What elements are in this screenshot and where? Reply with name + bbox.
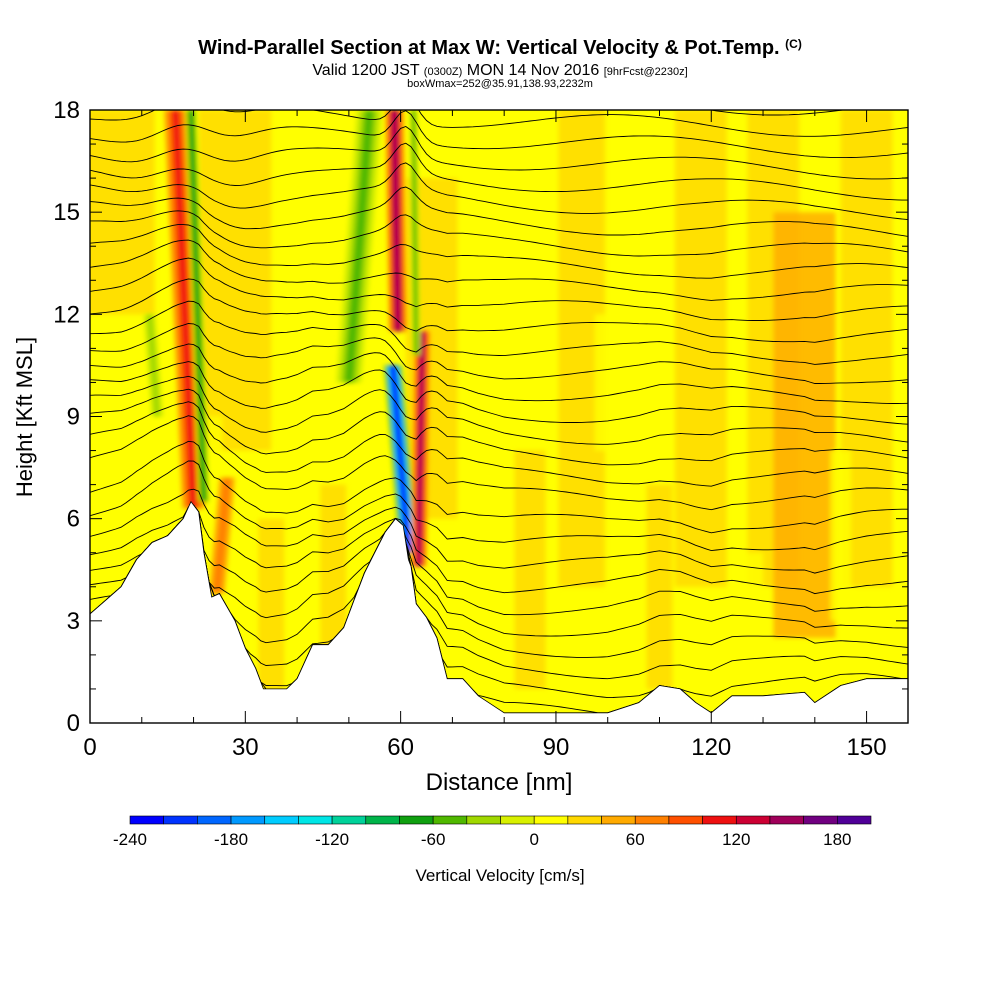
colorbar-label: Vertical Velocity [cm/s] <box>415 866 584 885</box>
isentrope-line <box>90 388 908 466</box>
colorbar-bin <box>399 815 434 825</box>
colorbar-bin <box>264 815 299 825</box>
isentrope-line <box>90 186 908 237</box>
isentrope-line <box>90 504 908 595</box>
isentrope-contours <box>90 110 908 714</box>
colorbar-bin <box>837 815 872 825</box>
isentrope-line <box>90 110 908 137</box>
x-tick-label: 90 <box>543 734 570 761</box>
isentrope-line <box>90 300 908 365</box>
isentrope-line <box>90 504 908 616</box>
isentrope-line <box>90 257 908 321</box>
x-tick-label: 60 <box>387 734 414 761</box>
colorbar-tick-label: -240 <box>113 830 147 849</box>
isentrope-line <box>90 224 908 279</box>
isentrope-line <box>90 361 908 425</box>
colorbar-bin <box>365 815 400 825</box>
valid-main: Valid 1200 JST <box>312 62 420 79</box>
colorbar-bin <box>735 815 771 825</box>
colorbar-bin <box>601 815 636 825</box>
isentrope-line <box>90 504 908 637</box>
y-tick-label: 0 <box>67 710 80 737</box>
colorbar-bin <box>129 815 164 825</box>
colorbar-tick-label: -180 <box>214 830 248 849</box>
x-tick-label: 150 <box>847 734 887 761</box>
colorbar-bin <box>197 815 232 825</box>
axes: 0 30 60 90 120 150 0 3 6 9 12 15 18 <box>53 97 908 761</box>
valid-time-line: Valid 1200 JST (0300Z) MON 14 Nov 2016 [… <box>0 62 1000 80</box>
plot-area <box>90 110 908 723</box>
colorbar-bin <box>230 815 266 825</box>
isentrope-line <box>90 343 908 404</box>
colorbar-tick-label: 0 <box>529 830 538 849</box>
colorbar-bin <box>803 815 838 825</box>
isentrope-line <box>90 142 908 201</box>
x-axis-label: Distance [nm] <box>426 769 573 796</box>
forecast-label: [9hrFcst@2230z] <box>603 66 688 78</box>
colorbar-bin <box>500 815 535 825</box>
valid-date: MON 14 Nov 2016 <box>466 62 600 79</box>
isentrope-line <box>90 323 908 384</box>
y-tick-label: 18 <box>53 97 80 124</box>
colorbar-bin <box>331 815 367 825</box>
boxmax-line: boxWmax=252@35.91,138.93,2232m <box>407 78 593 90</box>
isentrope-line <box>90 460 908 552</box>
colorbar-bin <box>634 815 670 825</box>
isentrope-line <box>90 278 908 343</box>
colorbar-tick-label: 180 <box>823 830 851 849</box>
isentrope-line <box>90 110 908 159</box>
colorbar-tick-label: -120 <box>315 830 349 849</box>
isentrope-line <box>90 440 908 534</box>
colorbar-bin <box>466 815 501 825</box>
isentrope-line <box>90 125 908 180</box>
x-tick-label: 120 <box>691 734 731 761</box>
colorbar-bin <box>702 815 737 825</box>
terrain-mask <box>90 500 908 723</box>
isentrope-line <box>90 210 908 257</box>
colorbar-tick-label: 120 <box>722 830 750 849</box>
y-tick-label: 15 <box>53 199 80 226</box>
x-tick-label: 0 <box>83 734 96 761</box>
copyright-mark: (C) <box>785 37 802 51</box>
colorbar-bin <box>432 815 468 825</box>
isentrope-line <box>707 110 848 116</box>
colorbar-tick-label: -60 <box>421 830 446 849</box>
colorbar-bin <box>668 815 703 825</box>
y-tick-label: 6 <box>67 506 80 533</box>
isentrope-line <box>90 415 908 511</box>
colorbar-tick-label: 60 <box>626 830 645 849</box>
y-tick-label: 12 <box>53 301 80 328</box>
colorbar: -240 -180 -120 -60 0 60 120 180 <box>113 815 872 849</box>
isentrope-line <box>90 162 908 221</box>
colorbar-bin <box>533 815 569 825</box>
valid-utc: (0300Z) <box>423 66 463 78</box>
chart-title-text: Wind-Parallel Section at Max W: Vertical… <box>198 37 780 59</box>
y-axis-label: Height [Kft MSL] <box>12 337 37 497</box>
isentrope-line <box>90 488 908 574</box>
chart-title: Wind-Parallel Section at Max W: Vertical… <box>0 37 1000 60</box>
colorbar-bin <box>567 815 602 825</box>
colorbar-bin <box>769 815 804 825</box>
colorbar-bin <box>163 815 198 825</box>
isentrope-line <box>90 375 908 445</box>
x-tick-label: 30 <box>232 734 259 761</box>
y-tick-label: 9 <box>67 404 80 431</box>
isentrope-line <box>90 239 908 301</box>
y-tick-label: 3 <box>67 608 80 635</box>
colorbar-bin <box>298 815 333 825</box>
isentrope-line <box>90 401 908 487</box>
